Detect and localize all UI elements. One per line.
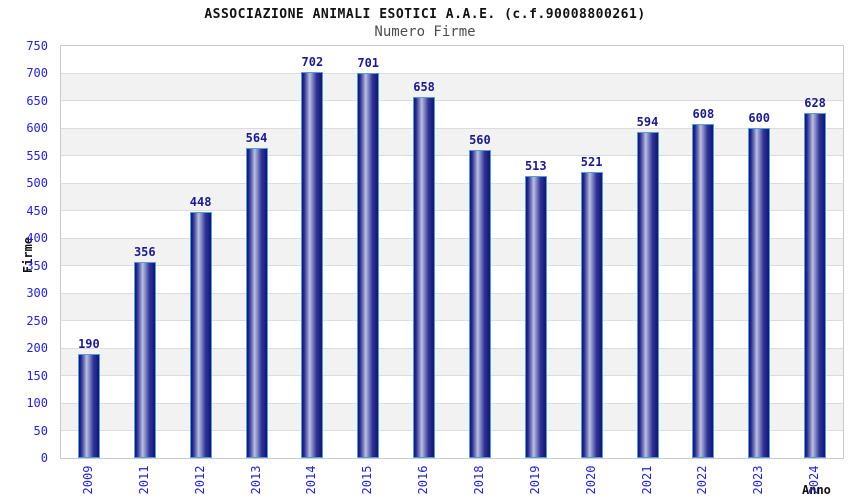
plot-band (61, 46, 843, 74)
bar-value-label: 701 (357, 55, 380, 70)
y-tick-400: 400 (26, 231, 48, 246)
gridline (61, 155, 843, 157)
plot-area: 190 356 448 564 702 701 658 560 513 521 594 608 600 6… (60, 45, 844, 459)
bar-2019 (524, 176, 547, 458)
y-tick-150: 150 (26, 368, 48, 383)
gridline (61, 375, 843, 377)
gridline (61, 402, 843, 404)
chart-title: ASSOCIAZIONE ANIMALI ESOTICI A.A.E. (c.f… (204, 7, 646, 22)
y-tick-500: 500 (26, 176, 48, 191)
plot-band (61, 375, 843, 404)
gridline (61, 292, 843, 294)
x-tick-2015: 2015 (360, 465, 375, 495)
bar-2015 (357, 72, 380, 458)
x-tick-2020: 2020 (583, 465, 598, 495)
gridline (61, 347, 843, 349)
bar-2013 (245, 148, 268, 458)
plot-band (61, 403, 843, 431)
bar-2022 (692, 124, 715, 458)
bar-value-label: 560 (469, 133, 491, 148)
bar-value-label: 564 (245, 131, 268, 146)
plot-band (61, 265, 843, 294)
y-tick-650: 650 (26, 93, 48, 108)
x-tick-2012: 2012 (192, 465, 207, 495)
y-tick-200: 200 (26, 341, 48, 356)
y-tick-350: 350 (26, 258, 48, 273)
chart-subtitle: Numero Firme (374, 24, 476, 40)
bar-2018 (468, 150, 491, 458)
x-axis-title: Anno (802, 483, 831, 497)
gridline (61, 430, 843, 432)
x-tick-2013: 2013 (248, 465, 263, 495)
bar-value-label: 702 (301, 55, 324, 70)
x-tick-2022: 2022 (695, 465, 710, 495)
bar-value-label: 190 (78, 336, 100, 351)
x-tick-2021: 2021 (639, 465, 654, 495)
y-tick-50: 50 (33, 423, 48, 438)
gridline (61, 127, 843, 129)
x-tick-2023: 2023 (751, 465, 766, 495)
bar-2020 (580, 171, 603, 458)
gridline (61, 265, 843, 267)
bar-value-label: 600 (748, 111, 771, 126)
bar-2014 (301, 72, 324, 458)
gridline (61, 72, 843, 74)
plot-band (61, 73, 843, 101)
bar-value-label: 594 (636, 114, 659, 129)
y-tick-550: 550 (26, 148, 48, 163)
plot-band (61, 430, 843, 458)
bar-value-label: 658 (413, 79, 435, 94)
plot-band (61, 320, 843, 349)
bar-2012 (189, 211, 212, 458)
y-tick-100: 100 (26, 396, 48, 411)
y-tick-700: 700 (26, 66, 48, 81)
gridline (61, 182, 843, 184)
y-tick-750: 750 (26, 39, 48, 53)
plot-band (61, 238, 843, 266)
bar-value-label: 356 (133, 245, 156, 260)
plot-band (61, 293, 843, 321)
plot-band (61, 155, 843, 184)
bar-value-label: 521 (580, 154, 603, 169)
y-tick-0: 0 (40, 451, 48, 465)
bar-2011 (133, 262, 156, 458)
bar-value-label: 628 (804, 96, 826, 111)
x-tick-2014: 2014 (304, 465, 319, 495)
gridline (61, 320, 843, 322)
y-tick-300: 300 (26, 286, 48, 301)
gridline (61, 100, 843, 102)
bar-2021 (636, 131, 659, 458)
x-tick-2009: 2009 (80, 465, 95, 495)
y-tick-450: 450 (26, 203, 48, 218)
x-tick-2016: 2016 (416, 465, 431, 495)
plot-band (61, 348, 843, 376)
gridline (61, 237, 843, 239)
bar-2009 (77, 353, 100, 458)
x-tick-2011: 2011 (136, 465, 151, 495)
plot-band (61, 210, 843, 239)
y-tick-250: 250 (26, 313, 48, 328)
bar-2024 (804, 113, 827, 458)
bar-2016 (413, 96, 436, 458)
bar-value-label: 608 (692, 107, 715, 121)
x-tick-2019: 2019 (527, 465, 542, 495)
bar-2023 (748, 128, 771, 458)
bar-value-label: 448 (189, 194, 212, 209)
plot-band (61, 100, 843, 129)
gridline (61, 210, 843, 212)
x-tick-2024: 2024 (807, 465, 822, 495)
x-tick-2018: 2018 (471, 465, 486, 495)
y-tick-600: 600 (26, 121, 48, 136)
bar-value-label: 513 (524, 159, 547, 174)
